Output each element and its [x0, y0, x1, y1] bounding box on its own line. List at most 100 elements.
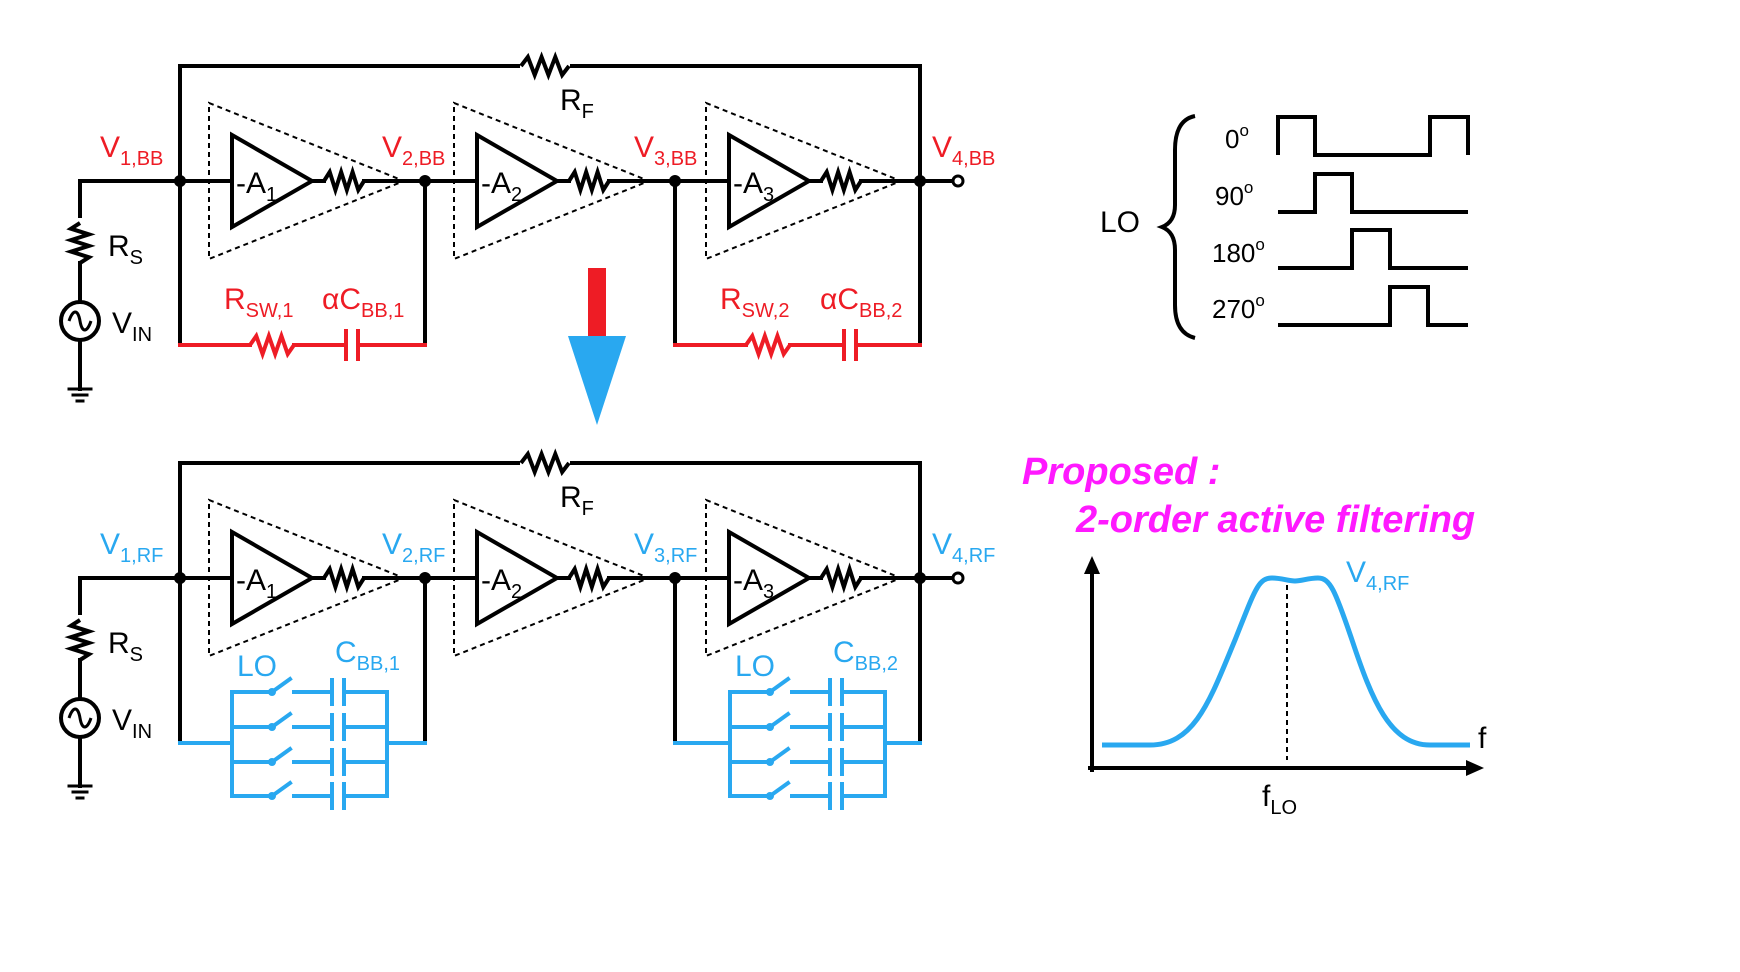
node-label-1-main: V — [100, 528, 120, 561]
proposed-line1: Proposed : — [1022, 451, 1220, 493]
node-label-2-sub: 2,BB — [402, 148, 445, 170]
node-label-4-sub: 4,BB — [952, 148, 995, 170]
vin-label-sub: IN — [132, 324, 152, 346]
flo-label-main: f — [1262, 780, 1271, 813]
amp-label-2-main: -A — [481, 167, 511, 200]
rs-label-main: R — [108, 627, 130, 660]
phase-deg-sup: o — [1255, 291, 1264, 310]
transform-arrow-shaft — [588, 268, 606, 340]
node-label-1-sub: 1,RF — [120, 545, 163, 567]
node-label-4-main: V — [932, 131, 952, 164]
switch-resistor — [744, 329, 792, 361]
rs-label: RS — [108, 230, 143, 269]
acbb-label-2-sub: BB,2 — [859, 300, 902, 322]
acbb-label-2-main: αC — [820, 283, 859, 316]
rs-label-main: R — [108, 230, 130, 263]
lo-switch-label-1: LO — [237, 650, 277, 683]
phase-deg-sup: o — [1239, 121, 1248, 140]
node-label-4: V4,BB — [932, 131, 995, 170]
amp-label-3-main: -A — [733, 167, 763, 200]
feedback-wire — [570, 64, 922, 181]
node-label-3-main: V — [634, 528, 654, 561]
rf-label-sub: F — [582, 498, 594, 520]
node-label-3-sub: 3,RF — [654, 545, 697, 567]
phase-label-2: 180o — [1212, 235, 1265, 268]
phase-label-0: 0o — [1225, 121, 1249, 154]
rsw-label-1-sub: SW,1 — [246, 300, 294, 322]
lo-label: LO — [1100, 206, 1140, 239]
x-axis-label: f — [1478, 722, 1487, 755]
vin-label: VIN — [112, 704, 152, 743]
amp-label-3: -A3 — [733, 564, 774, 603]
node-label-1-sub: 1,BB — [120, 148, 163, 170]
rs-label-sub: S — [130, 644, 143, 666]
amp-output-resistor — [819, 165, 863, 197]
source-resistor-rs — [64, 221, 96, 265]
acbb-label-1-sub: BB,1 — [361, 300, 404, 322]
phase-label-1: 90o — [1215, 178, 1253, 211]
output-terminal — [951, 174, 965, 188]
cbb-label-2-sub: BB,2 — [855, 653, 898, 675]
amp-label-1: -A1 — [236, 167, 277, 206]
amp-label-1-main: -A — [236, 564, 266, 597]
node-label-1-main: V — [100, 131, 120, 164]
transform-arrow-head — [568, 336, 626, 425]
source-resistor-rs — [64, 618, 96, 662]
amp-label-3-sub: 3 — [763, 184, 774, 206]
lo-waveform-3 — [1278, 285, 1468, 327]
phase-label-3: 270o — [1212, 291, 1265, 324]
feedback-wire — [178, 461, 520, 578]
switch-icon — [767, 676, 791, 695]
amp-output-resistor — [567, 165, 611, 197]
cbb-label-2: CBB,2 — [833, 636, 898, 675]
lo-waveform-0 — [1276, 115, 1470, 157]
vin-label-main: V — [112, 704, 132, 737]
phase-deg-sup: o — [1244, 178, 1253, 197]
vin-label: VIN — [112, 307, 152, 346]
feedback-resistor-rf — [519, 448, 571, 478]
node-label-1: V1,BB — [100, 131, 163, 170]
switch-icon — [767, 780, 791, 799]
node-label-4: V4,RF — [932, 528, 995, 567]
feedback-resistor-rf — [519, 51, 571, 81]
sine-icon — [67, 707, 93, 729]
phase-deg: 90 — [1215, 181, 1244, 211]
x-axis-arrow-icon — [1466, 760, 1484, 776]
flo-label: fLO — [1262, 780, 1297, 819]
node-label-2-main: V — [382, 131, 402, 164]
amp-label-3-main: -A — [733, 564, 763, 597]
v4rf-trace-label: V4,RF — [1346, 556, 1409, 595]
rf-label-main: R — [560, 481, 582, 514]
acbb-label-1-main: αC — [322, 283, 361, 316]
rsw-label-2-sub: SW,2 — [742, 300, 790, 322]
amp-output-resistor — [322, 165, 366, 197]
cbb-label-1: CBB,1 — [335, 636, 400, 675]
rsw-label-2: RSW,2 — [720, 283, 789, 322]
amp-output-resistor — [322, 562, 366, 594]
acbb-label-2: αCBB,2 — [820, 283, 902, 322]
rs-label: RS — [108, 627, 143, 666]
lo-switch-label-2: LO — [735, 650, 775, 683]
node-label-3: V3,RF — [634, 528, 697, 567]
node-label-4-main: V — [932, 528, 952, 561]
phase-deg: 180 — [1212, 238, 1255, 268]
node-label-2: V2,BB — [382, 131, 445, 170]
rf-label: RF — [560, 481, 594, 520]
rf-label-main: R — [560, 84, 582, 117]
v4rf-trace-label-sub: 4,RF — [1366, 573, 1409, 595]
rsw-label-1-main: R — [224, 283, 246, 316]
node-label-1: V1,RF — [100, 528, 163, 567]
amp-label-2: -A2 — [481, 167, 522, 206]
switch-icon — [269, 780, 293, 799]
node-label-4-sub: 4,RF — [952, 545, 995, 567]
amp-label-1: -A1 — [236, 564, 277, 603]
node-label-3: V3,BB — [634, 131, 697, 170]
rf-label: RF — [560, 84, 594, 123]
node-label-2-sub: 2,RF — [402, 545, 445, 567]
amp-label-2-sub: 2 — [511, 581, 522, 603]
node-label-2: V2,RF — [382, 528, 445, 567]
rf-label-sub: F — [582, 101, 594, 123]
amp-label-2-main: -A — [481, 564, 511, 597]
proposed-line2: 2-order active filtering — [1075, 499, 1475, 541]
output-terminal — [951, 571, 965, 585]
